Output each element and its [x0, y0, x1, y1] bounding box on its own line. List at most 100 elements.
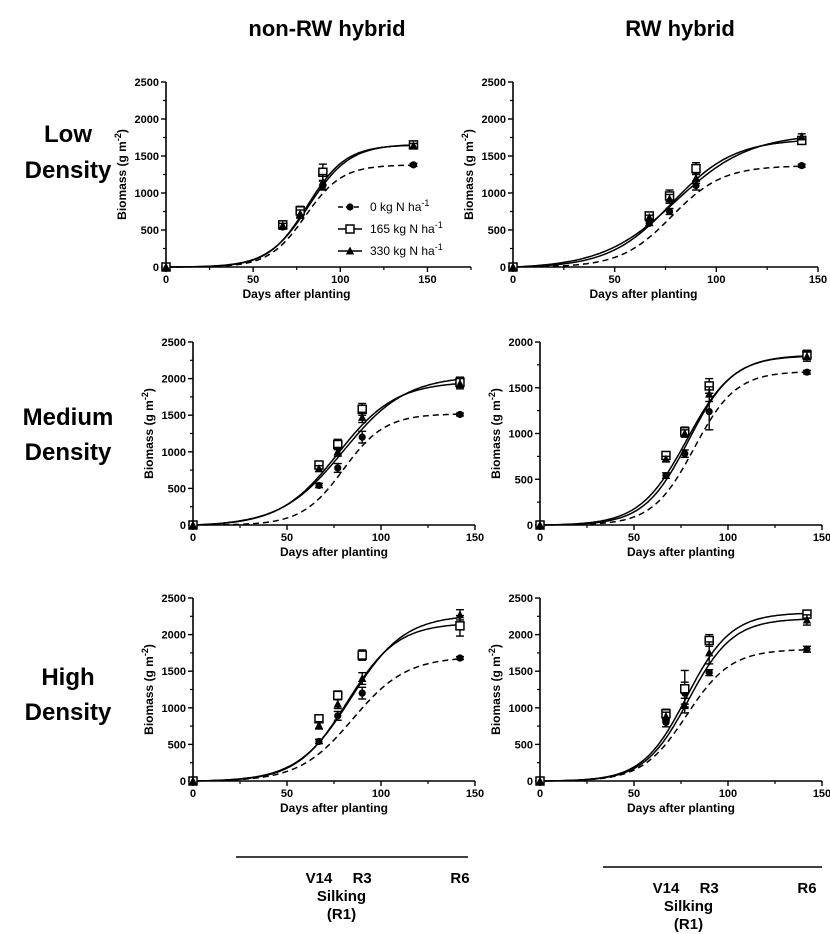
data-point-series-0: [315, 481, 323, 490]
y-tick-label: 500: [141, 225, 159, 237]
y-tick-label: 500: [168, 483, 186, 495]
data-point-series-2: [333, 699, 342, 708]
y-tick-label: 1000: [162, 447, 186, 459]
y-tick-label: 1000: [162, 703, 186, 715]
y-tick-label: 1000: [135, 188, 159, 200]
data-point-series-0: [315, 737, 323, 746]
data-point-series-2: [455, 610, 465, 619]
silking-r1-label: (R1): [674, 916, 703, 933]
x-tick-label: 150: [809, 274, 827, 286]
chart-panel-5: 0 500 1000 1500 2000 2500 0 50 100 150 Days after …: [487, 593, 830, 815]
x-axis-label: Days after planting: [280, 545, 388, 559]
y-axis-label: Biomass (g m-2): [140, 388, 156, 479]
legend-entry-1: 165 kg N ha-1: [338, 220, 443, 236]
data-point-series-1: [455, 621, 465, 631]
y-tick-label: 1000: [509, 429, 533, 441]
legend-entry-2: 330 kg N ha-1: [338, 242, 443, 258]
x-axis-label: Days after planting: [627, 545, 735, 559]
y-tick-label: 0: [153, 262, 159, 274]
stage-axis-0: V14 R3 R6 Silking(R1): [236, 856, 470, 923]
data-point-series-2: [161, 262, 171, 271]
data-point-series-2: [680, 701, 689, 710]
data-point-series-1: [333, 690, 343, 701]
row-label-high-line2: Density: [25, 699, 112, 726]
x-tick-label: 150: [466, 788, 484, 800]
chart-panel-4: 0 500 1000 1500 2000 2500 0 50 100 150 Days after …: [140, 593, 484, 815]
x-axis-label: Days after planting: [242, 287, 350, 301]
fit-curve-series-2: [512, 137, 802, 268]
y-tick-label: 2000: [162, 374, 186, 386]
x-tick-label: 50: [628, 788, 640, 800]
data-point-series-2: [455, 379, 465, 388]
stage-label: R6: [450, 870, 469, 887]
x-tick-label: 0: [537, 788, 543, 800]
data-point-series-2: [333, 447, 342, 456]
row-label-medium-line1: Medium: [23, 404, 114, 431]
x-tick-label: 0: [510, 274, 516, 286]
legend-marker: [345, 246, 355, 255]
data-point-series-2: [535, 520, 545, 529]
x-tick-label: 50: [281, 788, 293, 800]
y-axis-label: Biomass (g m-2): [113, 129, 129, 220]
data-point-series-0: [681, 450, 689, 458]
x-tick-label: 100: [331, 274, 349, 286]
data-point-series-2: [188, 776, 198, 785]
data-point-series-2: [665, 194, 674, 203]
x-axis-label: Days after planting: [589, 287, 697, 301]
x-tick-label: 0: [190, 788, 196, 800]
legend-label: 165 kg N ha-1: [370, 220, 443, 236]
data-point-series-0: [803, 645, 811, 653]
y-tick-label: 0: [500, 262, 506, 274]
data-point-series-0: [798, 162, 806, 170]
y-axis-label: Biomass (g m-2): [487, 388, 503, 479]
y-tick-label: 1500: [135, 151, 159, 163]
y-tick-label: 2000: [135, 114, 159, 126]
data-point-series-2: [680, 429, 689, 437]
x-tick-label: 150: [813, 532, 830, 544]
data-point-series-2: [645, 212, 654, 221]
chart-panel-3: 0 500 1000 1500 2000 0 50 100 150 Days after plan…: [487, 337, 830, 559]
y-tick-label: 2000: [162, 630, 186, 642]
y-tick-label: 1000: [509, 703, 533, 715]
data-point-series-0: [645, 219, 653, 227]
y-tick-label: 1500: [162, 666, 186, 678]
row-label-low-line1: Low: [44, 121, 92, 148]
data-point-series-1: [680, 684, 690, 694]
chart-panel-2: 0 500 1000 1500 2000 2500 0 50 100 150 Days after …: [140, 337, 484, 559]
y-tick-label: 1500: [482, 151, 506, 163]
data-point-series-2: [508, 262, 518, 271]
legend: 0 kg N ha-1 165 kg N ha-1 330 kg N ha-1: [338, 198, 443, 258]
data-point-series-2: [314, 720, 324, 729]
stage-label: R6: [797, 880, 816, 897]
y-tick-label: 0: [527, 520, 533, 532]
data-point-series-2: [802, 615, 812, 624]
data-point-series-2: [661, 454, 671, 463]
y-tick-label: 1500: [509, 666, 533, 678]
stage-label: R3: [353, 870, 372, 887]
data-point-series-2: [661, 712, 671, 721]
x-axis-label: Days after planting: [280, 801, 388, 815]
legend-marker: [346, 203, 354, 211]
x-tick-label: 150: [813, 788, 830, 800]
fit-curve-series-1: [540, 612, 807, 782]
x-tick-label: 50: [628, 532, 640, 544]
y-tick-label: 0: [180, 776, 186, 788]
legend-label: 330 kg N ha-1: [370, 242, 443, 258]
y-tick-label: 2000: [509, 337, 533, 349]
data-point-series-2: [535, 776, 545, 785]
legend-label: 0 kg N ha-1: [370, 198, 429, 214]
data-point-series-2: [358, 412, 367, 421]
data-point-series-0: [665, 207, 674, 216]
column-title-rw: RW hybrid: [625, 16, 735, 41]
x-tick-label: 50: [281, 532, 293, 544]
x-tick-label: 0: [537, 532, 543, 544]
fit-curve-series-0: [193, 413, 460, 526]
y-axis-label: Biomass (g m-2): [487, 644, 503, 735]
silking-label: Silking: [317, 888, 366, 905]
y-tick-label: 500: [488, 225, 506, 237]
fit-curve-series-0: [540, 371, 807, 526]
data-point-series-2: [802, 352, 812, 361]
